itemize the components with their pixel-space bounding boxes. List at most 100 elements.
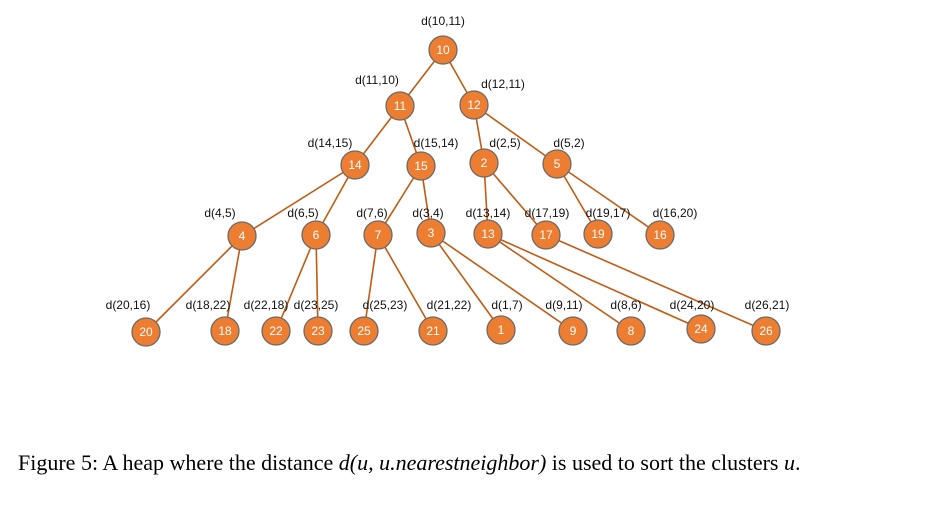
- distance-label-4: d(4,5): [204, 206, 235, 220]
- node-circle: [428, 35, 458, 65]
- edge-3-1: [430, 232, 502, 331]
- heap-node-24: 24: [686, 314, 716, 344]
- heap-node-12: 12: [459, 90, 489, 120]
- distance-label-5: d(5,2): [553, 136, 584, 150]
- node-id: 7: [375, 228, 382, 242]
- distance-label-19: d(19,17): [586, 206, 631, 220]
- edge-6-22: [275, 234, 317, 332]
- distance-label-14: d(14,15): [308, 136, 353, 150]
- distance-label-22: d(22,18): [244, 298, 289, 312]
- heap-node-1: 1: [486, 315, 516, 345]
- node-id: 21: [426, 324, 440, 338]
- distance-label-7: d(7,6): [356, 206, 387, 220]
- edge-13-24: [487, 233, 702, 330]
- distance-label-8: d(8,6): [610, 298, 641, 312]
- node-id: 3: [428, 226, 435, 240]
- distance-label-23: d(23,25): [294, 298, 339, 312]
- heap-node-10: 10: [428, 35, 458, 65]
- node-id: 18: [218, 324, 232, 338]
- edge-7-25: [363, 234, 379, 332]
- heap-node-7: 7: [363, 220, 393, 250]
- distance-label-13: d(13,14): [466, 206, 511, 220]
- heap-node-15: 15: [406, 151, 436, 181]
- distance-label-24: d(24,20): [670, 298, 715, 312]
- node-circle: [583, 219, 613, 249]
- edge-13-8: [487, 233, 632, 332]
- figure-caption: Figure 5: A heap where the distance d(u,…: [18, 449, 918, 477]
- heap-node-20: 20: [131, 317, 161, 347]
- node-circle: [558, 316, 588, 346]
- distance-label-21: d(21,22): [427, 298, 472, 312]
- node-circle: [751, 316, 781, 346]
- distance-label-12: d(12,11): [481, 77, 525, 91]
- heap-node-18: 18: [210, 316, 240, 346]
- distance-label-18: d(18,22): [186, 298, 231, 312]
- node-circle: [531, 220, 561, 250]
- edge-2-17: [483, 162, 547, 236]
- heap-node-3: 3: [416, 218, 446, 248]
- distance-label-25: d(25,23): [363, 298, 408, 312]
- node-id: 8: [628, 324, 635, 338]
- node-circle: [416, 218, 446, 248]
- heap-node-4: 4: [227, 221, 257, 251]
- node-id: 2: [481, 156, 488, 170]
- edge-6-23: [315, 234, 319, 332]
- distance-label-26: d(26,21): [745, 298, 790, 312]
- node-circle: [385, 91, 415, 121]
- heap-node-23: 23: [303, 316, 333, 346]
- node-circle: [210, 316, 240, 346]
- heap-node-21: 21: [418, 316, 448, 346]
- edge-17-26: [545, 234, 767, 332]
- distance-label-3: d(3,4): [412, 206, 443, 220]
- edge-4-18: [224, 235, 243, 332]
- node-id: 10: [436, 43, 450, 57]
- node-id: 9: [570, 324, 577, 338]
- node-id: 20: [139, 325, 153, 339]
- node-circle: [645, 220, 675, 250]
- heap-node-26: 26: [751, 316, 781, 346]
- heap-node-13: 13: [473, 219, 503, 249]
- distance-label-10: d(10,11): [421, 14, 465, 28]
- distance-label-9: d(9,11): [545, 298, 582, 312]
- node-circle: [542, 149, 572, 179]
- node-circle: [686, 314, 716, 344]
- node-id: 17: [539, 228, 553, 242]
- node-circle: [418, 316, 448, 346]
- node-id: 12: [467, 98, 481, 112]
- caption-middle: is used to sort the clusters: [546, 450, 784, 475]
- node-id: 5: [554, 157, 561, 171]
- edge-14-4: [241, 164, 356, 237]
- node-circle: [227, 221, 257, 251]
- node-circle: [303, 316, 333, 346]
- node-circle: [349, 316, 379, 346]
- distance-label-15: d(15,14): [414, 136, 459, 150]
- edge-12-5: [473, 104, 558, 165]
- node-circle: [301, 220, 331, 250]
- caption-math: d(u, u.nearestneighbor): [338, 450, 547, 475]
- distance-label-1: d(1,7): [491, 298, 522, 312]
- distance-label-6: d(6,5): [287, 206, 318, 220]
- edge-4-20: [145, 235, 243, 333]
- distance-label-11: d(11,10): [355, 73, 399, 87]
- node-id: 15: [414, 159, 428, 173]
- node-circle: [616, 316, 646, 346]
- node-id: 11: [394, 99, 407, 113]
- heap-node-22: 22: [261, 316, 291, 346]
- distance-label-17: d(17,19): [525, 206, 570, 220]
- heap-node-11: 11: [385, 91, 415, 121]
- distance-label-2: d(2,5): [489, 136, 520, 150]
- node-id: 19: [591, 227, 605, 241]
- node-id: 22: [269, 324, 283, 338]
- node-id: 1: [498, 323, 505, 337]
- heap-node-16: 16: [645, 220, 675, 250]
- node-id: 4: [239, 229, 246, 243]
- node-id: 6: [313, 228, 320, 242]
- node-circle: [406, 151, 436, 181]
- node-circle: [131, 317, 161, 347]
- label-layer: d(10,11) d(11,10) d(12,11) d(14,15) d(15,14)…: [106, 14, 790, 312]
- edge-5-16: [556, 163, 661, 236]
- heap-node-9: 9: [558, 316, 588, 346]
- node-id: 26: [759, 324, 773, 338]
- node-circle: [340, 150, 370, 180]
